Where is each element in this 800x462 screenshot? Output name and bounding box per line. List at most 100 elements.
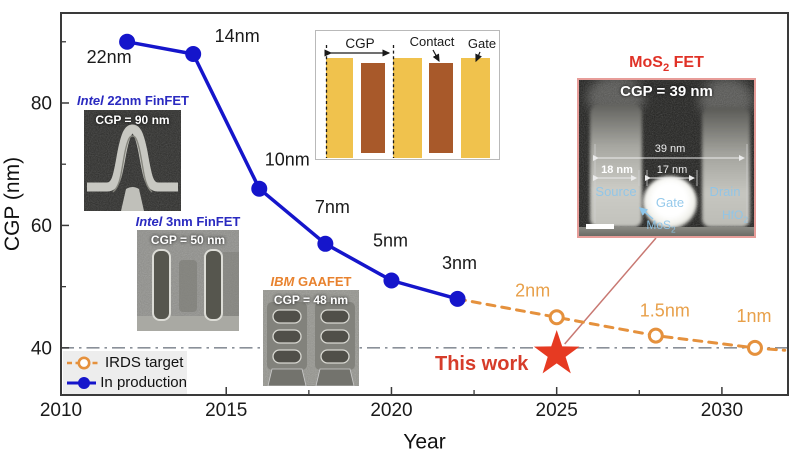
gate-bar <box>326 58 353 158</box>
intel-brand-text: Intel <box>135 214 163 229</box>
gate-bar <box>393 58 422 158</box>
center-fill-region <box>179 260 197 312</box>
nanosheet <box>320 329 350 344</box>
source-width-dim-label: 18 nm <box>601 164 633 176</box>
mos2-title-post: FET <box>669 54 704 71</box>
data-point-22nm <box>119 33 136 50</box>
y-tick-label-80: 80 <box>31 94 52 115</box>
intel-3nm-inset-title: Intel 3nm FinFET <box>132 214 244 229</box>
intel-3nm-cgp-caption: CGP = 50 nm <box>150 233 226 247</box>
fin-cross-section-graphic <box>84 110 181 211</box>
cgp-schematic-graphic: CGP Contact Gate <box>324 34 496 158</box>
mos2-label-sub: 2 <box>671 224 676 235</box>
bottom-block-right <box>315 368 355 386</box>
ibm-gaafet-inset-title: IBM GAAFET <box>259 274 363 289</box>
contact-bar <box>429 63 453 153</box>
open-circle-sample <box>77 356 91 369</box>
this-work-star <box>533 330 580 374</box>
series-line-in-production <box>125 40 460 301</box>
data-point-2nm <box>548 309 565 326</box>
hfo2-label: HfO2 <box>722 208 748 224</box>
drain-label: Drain <box>709 184 741 199</box>
nanosheet <box>272 309 302 324</box>
source-label: Source <box>595 184 637 199</box>
edge-fill-region <box>223 252 239 320</box>
fin-inner-line <box>112 135 153 193</box>
contact-label: Contact <box>410 34 455 49</box>
y-tick-label-40: 40 <box>31 339 52 360</box>
this-work-label: This work <box>435 353 529 375</box>
nanosheet <box>272 329 302 344</box>
bottom-block-left <box>267 368 307 386</box>
intel-3nm-tem-image: CGP = 50 nm <box>137 230 239 331</box>
in-production-legend-marker <box>67 376 97 389</box>
node-label-5nm: 5nm <box>373 231 408 251</box>
mos2-title-sub: 2 <box>662 62 670 75</box>
intel-22nm-cgp-caption: CGP = 90 nm <box>95 113 170 127</box>
x-axis-title: Year <box>403 430 445 453</box>
contact-bar <box>361 63 385 153</box>
node-label-2nm: 2nm <box>515 280 550 300</box>
intel-22nm-title-rest: 22nm FinFET <box>103 93 189 108</box>
data-point-1-5nm <box>647 327 664 344</box>
fin-pedestal <box>121 187 144 211</box>
legend-item-in-production: In production <box>67 373 187 392</box>
mos2-layer-label: MoS2 <box>646 218 675 234</box>
nanosheet <box>320 309 350 324</box>
cgp-dimension-label: CGP <box>345 36 374 51</box>
mos2-pointer-arrow <box>638 207 654 220</box>
node-label-7nm: 7nm <box>315 197 350 217</box>
node-label-10nm: 10nm <box>265 150 310 170</box>
gate-label: Gate <box>468 36 496 51</box>
data-point-10nm <box>251 180 268 197</box>
gate-label: Gate <box>655 195 685 210</box>
legend-label-in-production: In production <box>100 374 187 391</box>
fin-right <box>204 249 223 321</box>
data-point-3nm <box>449 290 466 307</box>
legend-label-irds-target: IRDS target <box>105 354 184 371</box>
node-label-1nm: 1nm <box>736 306 771 326</box>
x-tick-label-2025: 2025 <box>536 400 578 421</box>
total-width-dim-label: 39 nm <box>654 143 686 155</box>
intel-22nm-inset-title: Intel 22nm FinFET <box>76 93 190 108</box>
fin-left <box>152 249 171 321</box>
gate-bar <box>461 58 490 158</box>
chart-legend: IRDS target In production <box>63 351 187 394</box>
plot-frame <box>60 12 789 396</box>
ibm-gaafet-cgp-caption: CGP = 48 nm <box>273 293 349 307</box>
node-label-3nm: 3nm <box>442 253 477 273</box>
nanosheet <box>320 349 350 364</box>
nanosheet <box>272 349 302 364</box>
hfo2-label-pre: HfO <box>721 208 744 222</box>
source-contact-pillar <box>590 104 642 227</box>
mos2-cgp-caption: CGP = 39 nm <box>620 83 713 100</box>
data-point-5nm <box>383 272 400 289</box>
irds-target-legend-marker <box>67 356 101 369</box>
x-tick-label-2010: 2010 <box>40 400 82 421</box>
x-tick-label-2015: 2015 <box>205 400 247 421</box>
dimension-overlay <box>593 144 748 223</box>
hfo2-label-sub: 2 <box>743 214 749 225</box>
y-tick-label-60: 60 <box>31 216 52 237</box>
mos2-fet-inset-title: MoS2 FET <box>577 54 756 74</box>
x-tick-label-2030: 2030 <box>701 400 743 421</box>
gate-bright-region <box>643 176 697 229</box>
star-to-inset-connector-line <box>564 237 657 345</box>
gate-width-dim-label: 17 nm <box>656 164 688 176</box>
cgp-definition-schematic: CGP Contact Gate <box>315 30 500 160</box>
y-axis-title: CGP (nm) <box>1 157 24 251</box>
ibm-brand-text: IBM <box>270 274 295 289</box>
node-label-1-5nm: 1.5nm <box>640 301 690 321</box>
mos2-fet-tem-image: CGP = 39 nm 39 nm 18 nm 17 nm Source Gat… <box>577 78 756 238</box>
gate-pointer-arrow <box>475 51 482 63</box>
data-point-14nm <box>185 46 202 63</box>
data-point-1nm <box>746 339 763 356</box>
substrate-band <box>137 316 239 331</box>
ibm-gaafet-tem-image: CGP = 48 nm <box>263 290 359 386</box>
nanosheet-stack-graphic <box>263 290 359 386</box>
filled-circle-sample <box>78 376 90 389</box>
contact-pointer-arrow <box>432 49 440 63</box>
drain-contact-pillar <box>702 107 750 227</box>
